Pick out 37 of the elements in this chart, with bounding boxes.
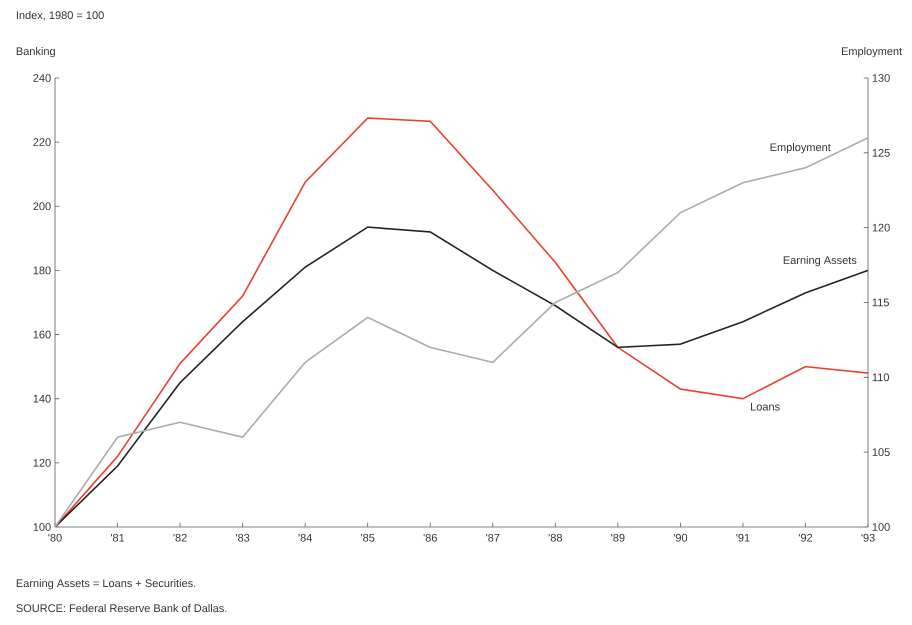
- x-tick-label: '80: [48, 534, 62, 542]
- y-tick-label: 220: [33, 138, 51, 146]
- x-tick-label: '86: [424, 534, 437, 542]
- x-tick-label: '91: [736, 534, 750, 542]
- y-tick-label: 140: [34, 394, 51, 403]
- x-tick-label: '93: [861, 534, 875, 542]
- series-label: Earning Assets: [784, 256, 856, 266]
- y2-tick-label: 125: [872, 148, 890, 157]
- y-axis-title: Banking: [16, 47, 55, 58]
- x-tick-label: '89: [611, 534, 624, 542]
- x-tick-label: '87: [486, 534, 500, 542]
- x-tick-label: '84: [298, 534, 312, 542]
- x-tick-label: '92: [798, 534, 812, 542]
- y2-tick-label: 110: [872, 373, 889, 382]
- x-tick-label: '82: [173, 534, 187, 542]
- y-tick-label: 200: [33, 202, 51, 210]
- y2-tick-label: 115: [872, 298, 889, 306]
- series-label: Loans: [751, 402, 780, 411]
- chart-subtitle: Index, 1980 = 100: [16, 11, 104, 20]
- source-note: SOURCE: Federal Reserve Bank of Dallas.: [16, 604, 226, 612]
- y2-tick-label: 130: [872, 74, 890, 82]
- x-tick-label: '83: [236, 534, 250, 542]
- x-tick-label: '90: [674, 534, 688, 542]
- y2-tick-label: 100: [872, 523, 890, 531]
- x-tick-label: '81: [110, 534, 124, 542]
- y-tick-label: 100: [34, 523, 51, 531]
- y-tick-label: 240: [33, 74, 51, 82]
- y-tick-label: 180: [34, 266, 51, 274]
- x-tick-label: '85: [361, 534, 374, 542]
- y2-axis-title: Employment: [842, 47, 902, 58]
- series-label: Employment: [770, 143, 831, 154]
- y-tick-label: 120: [34, 458, 51, 467]
- x-tick-label: '88: [548, 534, 562, 542]
- y-tick-label: 160: [34, 330, 51, 338]
- text: Earning Assets = Loans + Securities.: [16, 579, 196, 590]
- y2-tick-label: 120: [872, 224, 890, 232]
- y2-tick-label: 105: [872, 448, 890, 456]
